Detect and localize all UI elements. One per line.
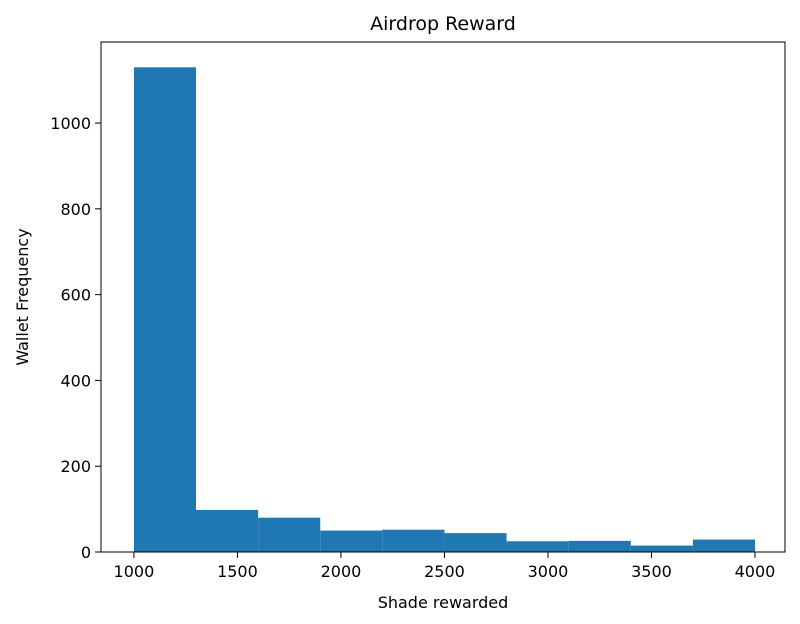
bar bbox=[692, 539, 755, 552]
x-tick-label: 3500 bbox=[631, 562, 672, 581]
x-tick-label: 1500 bbox=[217, 562, 258, 581]
x-tick-label: 2000 bbox=[321, 562, 362, 581]
bar bbox=[133, 67, 197, 553]
x-tick-label: 4000 bbox=[735, 562, 776, 581]
bar bbox=[258, 517, 321, 552]
y-tick-label: 200 bbox=[60, 457, 91, 476]
plot-frame bbox=[100, 41, 786, 553]
y-tick-label: 800 bbox=[60, 200, 91, 219]
bar bbox=[196, 509, 259, 552]
bar bbox=[320, 530, 383, 552]
bar bbox=[444, 533, 507, 552]
bar bbox=[506, 541, 569, 552]
x-tick-label: 3000 bbox=[528, 562, 569, 581]
x-tick-label: 2500 bbox=[424, 562, 465, 581]
y-tick-label: 600 bbox=[60, 286, 91, 305]
bar bbox=[568, 540, 631, 552]
bar bbox=[382, 529, 445, 552]
y-tick-label: 0 bbox=[81, 543, 91, 562]
x-tick-label: 1000 bbox=[114, 562, 155, 581]
chart-title: Airdrop Reward bbox=[370, 13, 516, 35]
x-axis-label: Shade rewarded bbox=[378, 593, 509, 612]
bar bbox=[630, 545, 693, 552]
y-tick-label: 400 bbox=[60, 371, 91, 390]
y-tick-label: 1000 bbox=[50, 114, 91, 133]
y-axis-label: Wallet Frequency bbox=[13, 228, 32, 365]
